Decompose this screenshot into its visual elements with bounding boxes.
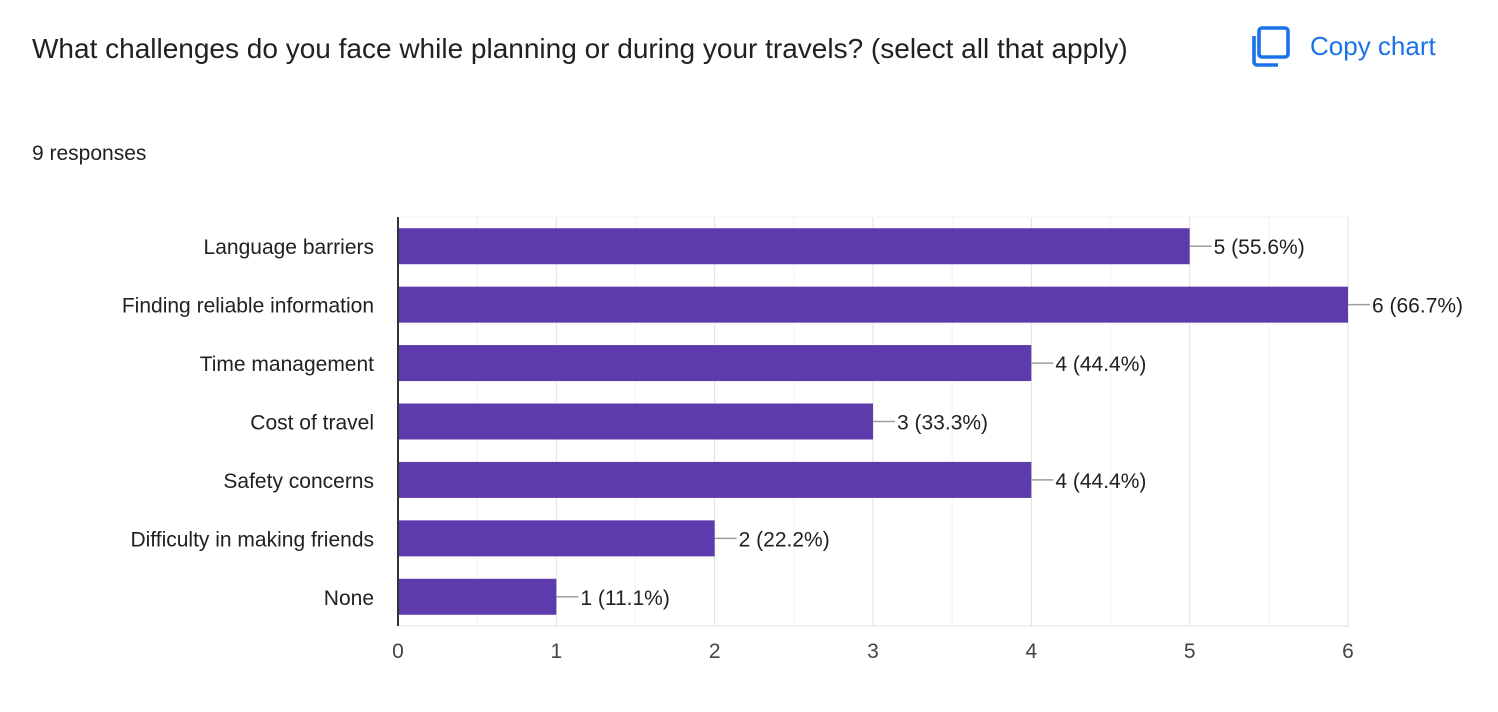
bar	[398, 403, 873, 440]
question-title: What challenges do you face while planni…	[32, 33, 1128, 64]
data-label: 4 (44.4%)	[1055, 353, 1146, 376]
bar-chart: Language barriers 5 (55.6%) Finding reliab…	[122, 216, 1463, 663]
copy-icon	[1252, 26, 1290, 67]
x-tick-label: 2	[709, 640, 721, 663]
bar	[398, 286, 1348, 323]
bar	[398, 228, 1190, 265]
category-label: Time management	[200, 353, 374, 376]
x-tick-label: 6	[1342, 640, 1354, 663]
data-label: 5 (55.6%)	[1214, 236, 1305, 259]
bar	[398, 520, 715, 557]
category-label: Safety concerns	[223, 470, 374, 493]
data-label: 4 (44.4%)	[1055, 470, 1146, 493]
response-count: 9 responses	[32, 142, 147, 165]
x-tick-label: 5	[1184, 640, 1196, 663]
copy-chart-label: Copy chart	[1310, 30, 1436, 61]
x-tick-label: 3	[867, 640, 879, 663]
bar	[398, 345, 1032, 382]
data-label: 6 (66.7%)	[1372, 295, 1463, 318]
bar	[398, 578, 557, 615]
category-label: Cost of travel	[250, 412, 374, 435]
x-tick-label: 0	[392, 640, 404, 663]
category-label: Difficulty in making friends	[130, 528, 374, 551]
data-label: 2 (22.2%)	[739, 528, 830, 551]
copy-chart-button[interactable]: Copy chart	[1252, 24, 1436, 68]
category-label: None	[324, 587, 374, 610]
data-label: 1 (11.1%)	[580, 587, 670, 610]
data-label: 3 (33.3%)	[897, 412, 988, 435]
category-label: Finding reliable information	[122, 295, 374, 318]
x-tick-label: 4	[1025, 640, 1037, 663]
x-tick-label: 1	[550, 640, 562, 663]
bar	[398, 461, 1032, 498]
category-label: Language barriers	[204, 236, 374, 259]
